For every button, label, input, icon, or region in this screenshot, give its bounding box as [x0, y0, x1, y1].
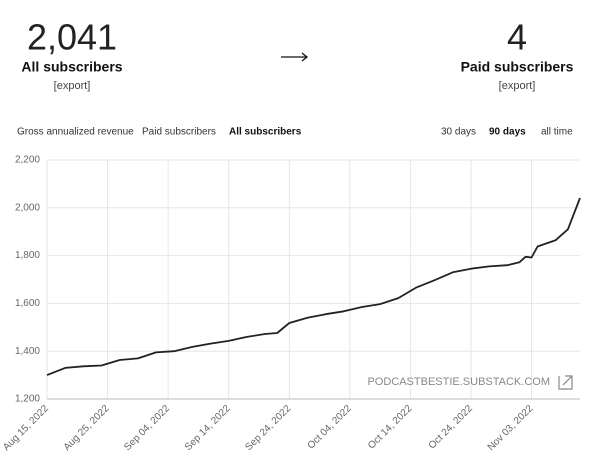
watermark: PODCASTBESTIE.SUBSTACK.COM — [367, 376, 550, 388]
x-tick-label: Oct 14, 2022 — [366, 403, 415, 452]
x-tick-label: Aug 15, 2022 — [1, 403, 51, 453]
x-tick-label: Sep 04, 2022 — [122, 403, 172, 453]
arrow — [281, 52, 309, 62]
range-tab[interactable]: all time — [541, 127, 573, 138]
x-tick-label: Nov 03, 2022 — [486, 403, 536, 453]
y-tick-label: 1,200 — [15, 394, 40, 405]
export-link[interactable]: [export] — [54, 80, 91, 92]
y-tick-label: 1,600 — [15, 298, 40, 309]
range-tab[interactable]: 90 days — [489, 127, 526, 138]
x-tick-label: Sep 14, 2022 — [183, 403, 233, 453]
x-tick-label: Aug 25, 2022 — [62, 403, 112, 453]
stat-label: Paid subscribers — [461, 59, 574, 75]
stat-value: 2,041 — [27, 17, 117, 58]
export-link[interactable]: [export] — [499, 80, 536, 92]
x-tick-label: Oct 24, 2022 — [427, 403, 476, 452]
range-tab[interactable]: 30 days — [441, 127, 476, 138]
metric-tab[interactable]: Paid subscribers — [142, 127, 216, 138]
external-link-icon[interactable] — [558, 375, 573, 390]
x-tick-label: Sep 24, 2022 — [243, 403, 293, 453]
line — [46, 197, 581, 376]
metric-tab[interactable]: Gross annualized revenue — [17, 127, 134, 138]
metric-tab[interactable]: All subscribers — [229, 127, 302, 138]
y-tick-label: 2,000 — [15, 202, 40, 213]
stat-value: 4 — [507, 17, 527, 58]
y-tick-label: 2,200 — [15, 155, 40, 166]
y-tick-label: 1,800 — [15, 250, 40, 261]
stat-label: All subscribers — [21, 59, 122, 75]
x-tick-label: Oct 04, 2022 — [306, 403, 355, 452]
y-tick-label: 1,400 — [15, 346, 40, 357]
